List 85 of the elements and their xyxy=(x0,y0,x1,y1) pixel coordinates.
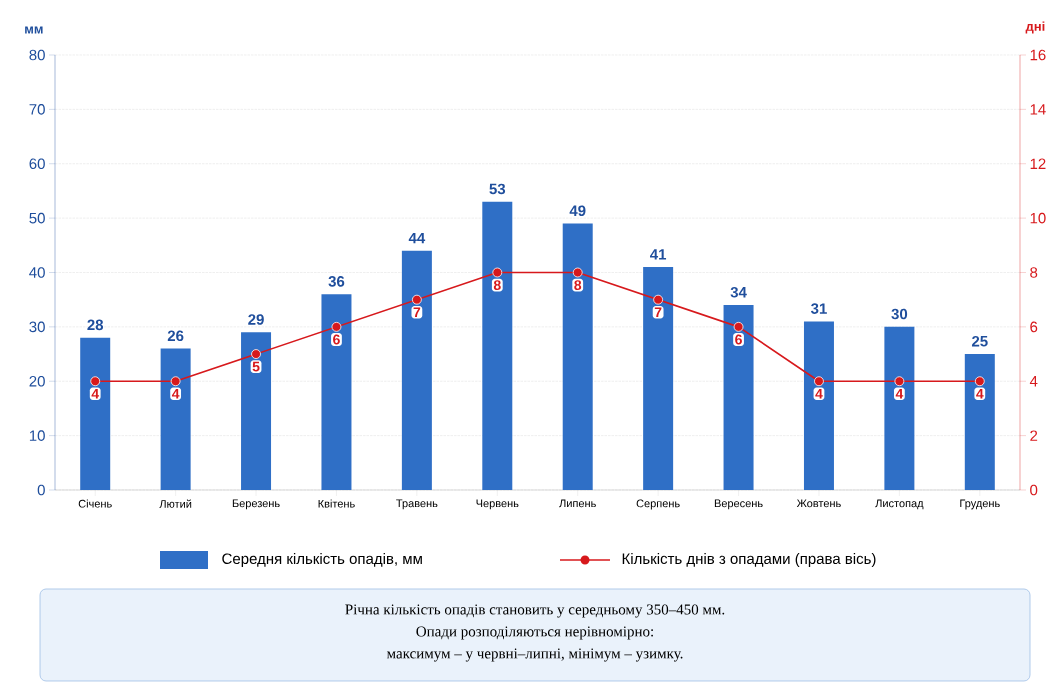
x-tick-label: Лютий xyxy=(159,499,192,508)
y-tick-label: 30 xyxy=(29,321,45,333)
bar xyxy=(321,294,352,490)
y2-tick-label: 2 xyxy=(1030,430,1038,441)
data-label: 26 xyxy=(167,330,184,342)
text: Опади розподіляються нерівномірно: xyxy=(416,626,653,640)
y-tick-label: 40 xyxy=(29,267,45,278)
y-tick-label: 60 xyxy=(29,158,45,170)
data-label: 34 xyxy=(730,286,747,298)
legend-label: Кількість днів з опадами (права вісь) xyxy=(622,553,876,567)
x-tick-label: Червень xyxy=(476,499,519,510)
x-tick-label: Травень xyxy=(396,499,438,510)
x-tick-label: Вересень xyxy=(714,499,763,510)
x-tick-label: Квітень xyxy=(318,499,355,508)
text: Річна кількість опадів становить у середньому 350–450 мм. xyxy=(345,604,725,618)
bar xyxy=(562,223,593,490)
data-label: 6 xyxy=(333,334,340,345)
y2-tick-label: 6 xyxy=(1030,321,1038,333)
data-label: 7 xyxy=(654,307,662,318)
y2-tick-label: 0 xyxy=(1030,484,1038,496)
y-tick-label: 80 xyxy=(29,49,45,61)
x-tick-label: Жовтень xyxy=(796,499,841,508)
y2-tick-label: 8 xyxy=(1030,267,1038,278)
point xyxy=(814,376,824,387)
bar xyxy=(160,348,191,490)
data-label: 31 xyxy=(810,303,827,314)
point xyxy=(653,294,664,305)
point xyxy=(974,376,985,387)
y-tick-label: 50 xyxy=(29,212,45,224)
data-label: 8 xyxy=(493,280,501,291)
data-label: 29 xyxy=(248,314,264,325)
data-label: 28 xyxy=(87,319,104,331)
data-label: 36 xyxy=(328,276,345,287)
data-label: 7 xyxy=(413,307,421,318)
point xyxy=(733,321,744,332)
x-tick-label: Липень xyxy=(559,499,596,508)
data-label: 5 xyxy=(252,361,260,372)
x-tick-label: Листопад xyxy=(875,499,924,510)
y2-tick-label: 14 xyxy=(1030,104,1046,115)
bar xyxy=(803,321,834,490)
x-tick-label: Січень xyxy=(78,499,112,508)
y-tick-label: 20 xyxy=(29,375,45,387)
y2-tick-label: 12 xyxy=(1030,158,1046,169)
y2-axis-title: дні xyxy=(1025,21,1045,34)
point xyxy=(572,267,583,278)
data-label: 53 xyxy=(489,183,506,195)
point xyxy=(331,321,342,332)
data-label: 8 xyxy=(574,280,582,291)
y2-tick-label: 4 xyxy=(1029,376,1038,387)
data-label: 4 xyxy=(171,388,180,399)
data-label: 41 xyxy=(650,249,667,260)
y-axis-title: мм xyxy=(25,26,43,34)
point xyxy=(90,376,101,387)
bar xyxy=(401,250,432,490)
x-tick-label: Березень xyxy=(232,499,280,510)
x-tick-label: Грудень xyxy=(960,499,1000,510)
data-label: 6 xyxy=(735,334,742,345)
bar xyxy=(723,305,754,490)
data-label: 49 xyxy=(569,205,586,217)
bar xyxy=(80,337,111,490)
data-label: 4 xyxy=(91,388,100,399)
data-label: 4 xyxy=(815,388,823,399)
y-tick-label: 0 xyxy=(37,484,45,496)
y2-tick-label: 10 xyxy=(1030,212,1046,224)
data-label: 4 xyxy=(976,388,984,399)
data-label: 25 xyxy=(971,335,988,347)
bar xyxy=(482,201,513,490)
data-label: 44 xyxy=(408,232,426,244)
point xyxy=(492,267,503,278)
y-tick-label: 70 xyxy=(29,104,45,115)
bar xyxy=(964,354,995,490)
data-label: 4 xyxy=(895,388,904,399)
x-tick-label: Серпень xyxy=(636,499,680,510)
point xyxy=(170,376,181,387)
bar xyxy=(643,267,674,490)
y2-tick-label: 16 xyxy=(1030,49,1046,61)
bar xyxy=(884,326,915,490)
text: максимум – у червні–липні, мінімум – узимку. xyxy=(386,648,683,662)
y-tick-label: 10 xyxy=(29,430,45,441)
point xyxy=(411,294,422,305)
legend-label: Середня кількість опадів, мм xyxy=(222,553,422,567)
bar xyxy=(241,332,272,490)
data-label: 30 xyxy=(891,308,908,320)
point xyxy=(251,349,261,359)
point xyxy=(894,376,905,387)
